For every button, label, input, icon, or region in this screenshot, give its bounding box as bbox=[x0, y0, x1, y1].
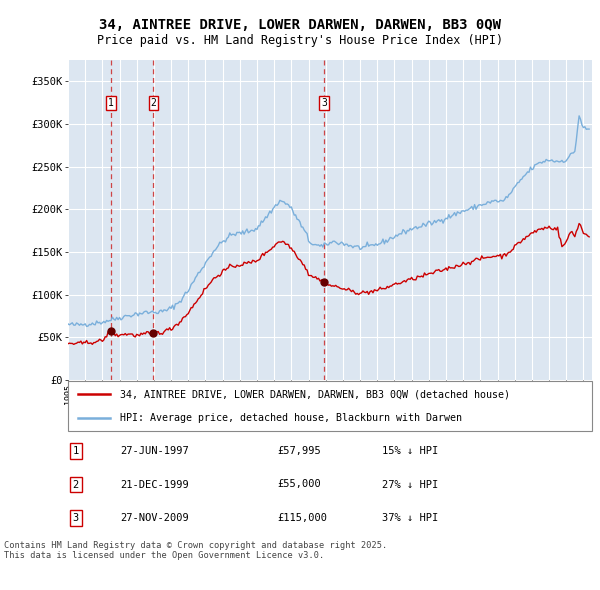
Text: 2: 2 bbox=[73, 480, 79, 490]
Text: £115,000: £115,000 bbox=[278, 513, 328, 523]
Text: Contains HM Land Registry data © Crown copyright and database right 2025.
This d: Contains HM Land Registry data © Crown c… bbox=[4, 540, 387, 560]
Text: Price paid vs. HM Land Registry's House Price Index (HPI): Price paid vs. HM Land Registry's House … bbox=[97, 34, 503, 47]
Text: HPI: Average price, detached house, Blackburn with Darwen: HPI: Average price, detached house, Blac… bbox=[121, 413, 463, 423]
Text: 27-NOV-2009: 27-NOV-2009 bbox=[121, 513, 189, 523]
Text: £55,000: £55,000 bbox=[278, 480, 322, 490]
Text: 34, AINTREE DRIVE, LOWER DARWEN, DARWEN, BB3 0QW: 34, AINTREE DRIVE, LOWER DARWEN, DARWEN,… bbox=[99, 18, 501, 32]
Text: 15% ↓ HPI: 15% ↓ HPI bbox=[382, 446, 439, 456]
Text: 3: 3 bbox=[321, 98, 327, 108]
Text: 27-JUN-1997: 27-JUN-1997 bbox=[121, 446, 189, 456]
Text: 34, AINTREE DRIVE, LOWER DARWEN, DARWEN, BB3 0QW (detached house): 34, AINTREE DRIVE, LOWER DARWEN, DARWEN,… bbox=[121, 389, 511, 399]
Text: 3: 3 bbox=[73, 513, 79, 523]
Text: 1: 1 bbox=[108, 98, 114, 108]
Text: 1: 1 bbox=[73, 446, 79, 456]
Text: 27% ↓ HPI: 27% ↓ HPI bbox=[382, 480, 439, 490]
Text: 37% ↓ HPI: 37% ↓ HPI bbox=[382, 513, 439, 523]
Text: 2: 2 bbox=[151, 98, 157, 108]
FancyBboxPatch shape bbox=[68, 381, 592, 431]
Text: £57,995: £57,995 bbox=[278, 446, 322, 456]
Text: 21-DEC-1999: 21-DEC-1999 bbox=[121, 480, 189, 490]
